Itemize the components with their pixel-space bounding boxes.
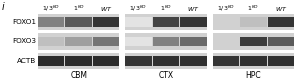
Text: $WT$: $WT$ bbox=[100, 5, 112, 13]
Text: ACTB: ACTB bbox=[17, 58, 36, 64]
Bar bbox=[240, 56, 266, 66]
Text: $1^{KO}$: $1^{KO}$ bbox=[160, 4, 172, 13]
Bar bbox=[180, 56, 207, 66]
Bar bbox=[213, 37, 239, 46]
Bar bbox=[268, 37, 294, 46]
Bar bbox=[268, 17, 294, 27]
Bar bbox=[38, 33, 119, 50]
Bar bbox=[153, 56, 179, 66]
Text: CBM: CBM bbox=[70, 71, 87, 80]
Text: $1^{KO}$: $1^{KO}$ bbox=[73, 4, 85, 13]
Text: $1/3^{KO}$: $1/3^{KO}$ bbox=[217, 4, 235, 13]
Bar bbox=[125, 33, 207, 50]
Bar bbox=[125, 14, 207, 30]
Text: CTX: CTX bbox=[159, 71, 173, 80]
Text: $1/3^{KO}$: $1/3^{KO}$ bbox=[129, 4, 148, 13]
Bar bbox=[38, 17, 64, 27]
Bar bbox=[93, 17, 119, 27]
Text: $WT$: $WT$ bbox=[274, 5, 287, 13]
Text: $1/3^{KO}$: $1/3^{KO}$ bbox=[42, 4, 60, 13]
Bar bbox=[66, 37, 92, 46]
Bar bbox=[213, 53, 294, 69]
Text: i: i bbox=[2, 2, 5, 12]
Bar bbox=[213, 33, 294, 50]
Bar bbox=[153, 17, 179, 27]
Text: $WT$: $WT$ bbox=[187, 5, 200, 13]
Bar bbox=[93, 37, 119, 46]
Bar bbox=[125, 56, 152, 66]
Text: HPC: HPC bbox=[246, 71, 261, 80]
Bar bbox=[125, 37, 152, 46]
Bar bbox=[66, 56, 92, 66]
Bar bbox=[213, 17, 239, 27]
Text: $1^{KO}$: $1^{KO}$ bbox=[247, 4, 260, 13]
Bar bbox=[38, 56, 64, 66]
Bar bbox=[66, 17, 92, 27]
Bar bbox=[38, 14, 119, 30]
Bar bbox=[213, 14, 294, 30]
Bar bbox=[38, 37, 64, 46]
Bar bbox=[240, 17, 266, 27]
Bar bbox=[93, 56, 119, 66]
Bar bbox=[125, 53, 207, 69]
Bar bbox=[125, 17, 152, 27]
Bar bbox=[213, 56, 239, 66]
Bar bbox=[153, 37, 179, 46]
Text: FOXO1: FOXO1 bbox=[12, 19, 36, 25]
Bar bbox=[240, 37, 266, 46]
Bar bbox=[180, 37, 207, 46]
Text: FOXO3: FOXO3 bbox=[12, 39, 36, 44]
Bar bbox=[38, 53, 119, 69]
Bar bbox=[180, 17, 207, 27]
Bar bbox=[268, 56, 294, 66]
